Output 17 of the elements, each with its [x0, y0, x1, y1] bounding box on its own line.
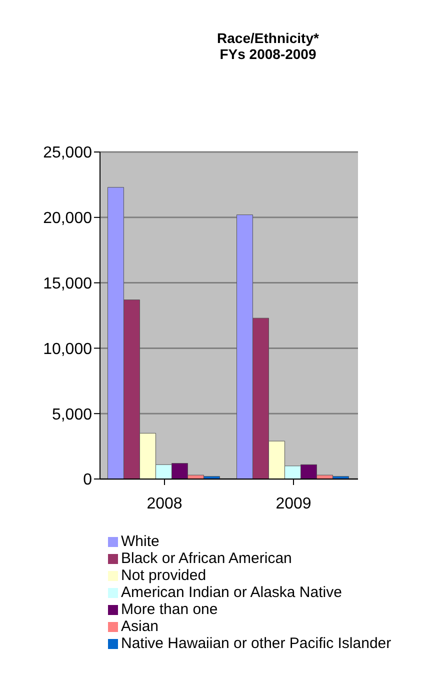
y-tick-label: 15,000: [43, 275, 92, 292]
legend-label: Asian: [121, 618, 159, 635]
x-tick-label: 2009: [276, 495, 312, 512]
legend-label: Not provided: [121, 567, 206, 584]
y-tick-label: 25,000: [43, 144, 92, 162]
legend-label: More than one: [121, 601, 218, 618]
y-tick-label: 5,000: [52, 406, 92, 424]
legend-label: Native Hawaiian or other Pacific Islander: [121, 635, 392, 652]
legend-label: American Indian or Alaska Native: [121, 584, 342, 601]
y-tick-label: 20,000: [43, 210, 92, 228]
y-tick-label: 10,000: [43, 340, 92, 358]
chart-title: Race/Ethnicity*: [216, 30, 320, 46]
chart-subtitle: FYs 2008-2009: [218, 46, 318, 62]
legend-label: Black or African American: [121, 550, 292, 567]
x-tick-label: 2008: [146, 495, 182, 512]
legend-label: White: [121, 533, 160, 550]
y-tick-label: 0: [83, 472, 92, 489]
